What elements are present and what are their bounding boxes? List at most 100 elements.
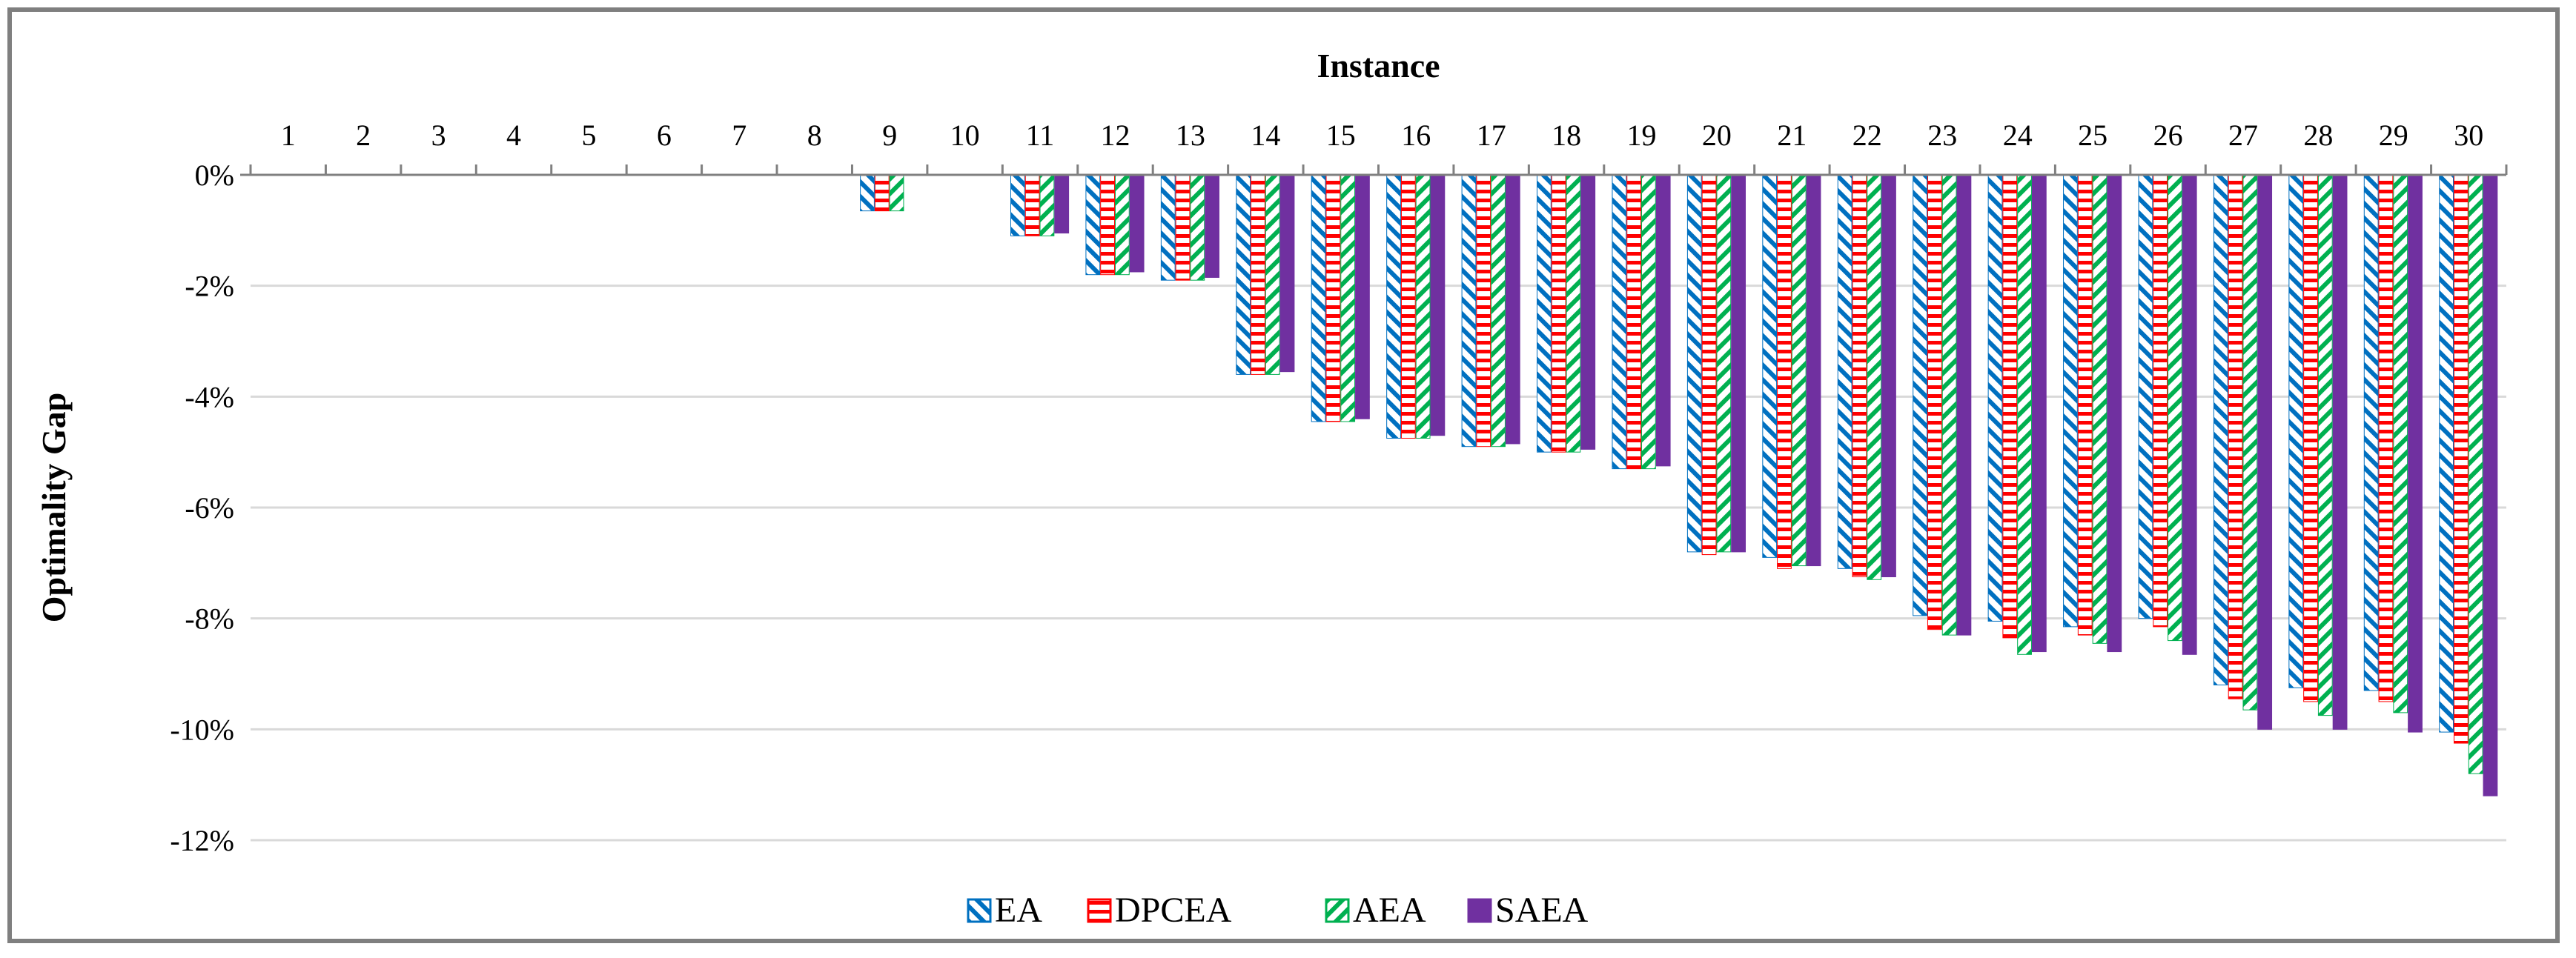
bar-ea-21	[1762, 174, 1778, 558]
bar-aea-9	[889, 174, 904, 212]
bar-aea-24	[2017, 174, 2032, 655]
x-tick-label: 30	[2454, 119, 2483, 152]
legend-label-aea: AEA	[1353, 891, 1426, 930]
bar-dpcea-26	[2153, 174, 2168, 628]
x-tick-label: 14	[1251, 119, 1280, 152]
bar-saea-25	[2107, 174, 2122, 653]
y-axis-title: Optimality Gap	[35, 393, 73, 623]
bar-dpcea-15	[1325, 174, 1341, 422]
bar-saea-24	[2031, 174, 2047, 653]
bar-aea-17	[1491, 174, 1506, 448]
x-axis-title: Instance	[1317, 47, 1440, 84]
x-tick-label: 24	[2003, 119, 2033, 152]
bar-saea-23	[1956, 174, 1972, 636]
legend: EA DPCEA AEA SAEA	[967, 891, 1589, 930]
bar-saea-20	[1731, 174, 1746, 553]
bar-ea-13	[1160, 174, 1176, 281]
bar-ea-17	[1461, 174, 1477, 448]
bar-dpcea-29	[2378, 174, 2394, 702]
bar-ea-15	[1311, 174, 1326, 422]
bar-dpcea-12	[1100, 174, 1115, 276]
bar-dpcea-30	[2454, 174, 2469, 744]
x-tick-label: 12	[1101, 119, 1130, 152]
x-tick-label: 26	[2153, 119, 2183, 152]
chart-frame: Instance Optimality Gap 0% -2% -4% -6% -8% -1…	[7, 7, 2560, 943]
y-tick-label: -4%	[185, 380, 234, 413]
bar-chart: Instance Optimality Gap 0% -2% -4% -6% -8% -1…	[35, 47, 2508, 930]
bar-saea-14	[1279, 174, 1295, 373]
x-tick-label: 8	[807, 119, 822, 152]
x-tick-label: 20	[1702, 119, 1732, 152]
bar-aea-22	[1867, 174, 1882, 580]
gridlines	[251, 285, 2506, 842]
bar-ea-11	[1010, 174, 1025, 236]
bar-ea-9	[860, 174, 875, 212]
bar-aea-16	[1415, 174, 1431, 439]
bar-ea-26	[2138, 174, 2153, 619]
bar-saea-16	[1430, 174, 1446, 436]
bar-saea-22	[1881, 174, 1896, 578]
bar-aea-12	[1114, 174, 1130, 276]
bar-ea-16	[1386, 174, 1401, 439]
bar-saea-13	[1205, 174, 1219, 278]
x-tick-label: 19	[1627, 119, 1657, 152]
x-tick-label: 2	[356, 119, 371, 152]
bars	[860, 174, 2498, 796]
bar-dpcea-25	[2077, 174, 2093, 636]
x-tick-label: 9	[882, 119, 897, 152]
x-tick-label: 3	[431, 119, 446, 152]
bar-dpcea-22	[1852, 174, 1867, 578]
x-tick-label: 10	[950, 119, 980, 152]
bar-saea-15	[1355, 174, 1370, 419]
bar-dpcea-14	[1251, 174, 1265, 375]
bar-saea-26	[2182, 174, 2197, 655]
y-tick-label: 0%	[195, 159, 234, 192]
x-tick-label: 15	[1326, 119, 1356, 152]
bar-ea-12	[1085, 174, 1101, 276]
bar-aea-11	[1039, 174, 1055, 236]
y-tick-label: -6%	[185, 491, 234, 525]
bar-ea-20	[1686, 174, 1702, 553]
bar-saea-28	[2332, 174, 2348, 730]
bar-ea-27	[2213, 174, 2228, 685]
bar-dpcea-23	[1927, 174, 1942, 631]
bar-saea-19	[1655, 174, 1671, 467]
y-tick-label: -8%	[185, 602, 234, 636]
legend-label-saea: SAEA	[1495, 891, 1589, 930]
x-tick-label: 11	[1026, 119, 1055, 152]
bar-saea-11	[1054, 174, 1070, 234]
bar-saea-12	[1129, 174, 1145, 273]
x-tick-label: 4	[506, 119, 521, 152]
bar-saea-27	[2257, 174, 2273, 730]
bar-ea-30	[2439, 174, 2454, 733]
bar-ea-18	[1537, 174, 1552, 453]
x-tick-label: 7	[732, 119, 746, 152]
bar-dpcea-11	[1024, 174, 1040, 236]
x-tick-label: 18	[1552, 119, 1581, 152]
bar-dpcea-13	[1175, 174, 1191, 281]
axes: Instance Optimality Gap 0% -2% -4% -6% -8% -1…	[35, 47, 2508, 857]
x-tick-label: 28	[2303, 119, 2333, 152]
y-tick-label: -12%	[170, 824, 234, 857]
legend-swatch-aea	[1325, 898, 1350, 923]
bar-dpcea-16	[1400, 174, 1416, 439]
bar-aea-18	[1566, 174, 1581, 453]
bar-saea-21	[1806, 174, 1821, 567]
x-tick-label: 5	[582, 119, 597, 152]
bar-aea-23	[1941, 174, 1957, 636]
bar-aea-26	[2168, 174, 2182, 642]
x-tick-label: 1	[281, 119, 296, 152]
x-tick-label: 13	[1176, 119, 1205, 152]
x-tick-label: 23	[1927, 119, 1957, 152]
bar-dpcea-24	[2002, 174, 2018, 639]
bar-aea-29	[2393, 174, 2408, 713]
bar-aea-28	[2317, 174, 2333, 716]
x-tick-label: 29	[2379, 119, 2408, 152]
bar-dpcea-17	[1476, 174, 1491, 448]
bar-ea-25	[2063, 174, 2078, 628]
x-tick-label: 22	[1852, 119, 1882, 152]
x-tick-label: 21	[1777, 119, 1807, 152]
x-tick-label: 16	[1401, 119, 1431, 152]
bar-ea-14	[1236, 174, 1251, 375]
legend-label-ea: EA	[995, 891, 1042, 930]
